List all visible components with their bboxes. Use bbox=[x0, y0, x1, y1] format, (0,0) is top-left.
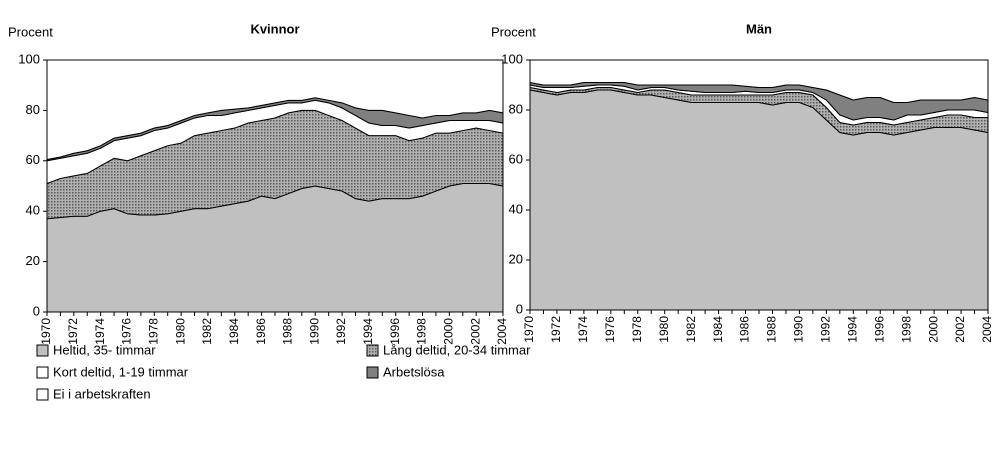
x-tick-label: 1986 bbox=[254, 318, 268, 345]
legend-label: Ei i arbetskraften bbox=[53, 386, 151, 401]
x-tick-label: 1982 bbox=[684, 316, 698, 343]
y-tick-label: 80 bbox=[26, 102, 40, 117]
x-tick-label: 1984 bbox=[711, 316, 725, 343]
y-tick-label: 100 bbox=[18, 51, 40, 66]
x-tick-label: 1970 bbox=[39, 318, 53, 345]
x-tick-label: 1972 bbox=[549, 316, 563, 343]
x-tick-label: 1998 bbox=[899, 316, 913, 343]
y-axis-label: Procent bbox=[491, 24, 536, 39]
y-tick-label: 40 bbox=[509, 201, 523, 216]
x-tick-label: 1998 bbox=[415, 318, 429, 345]
x-tick-label: 2002 bbox=[953, 316, 967, 343]
y-tick-label: 20 bbox=[509, 251, 523, 266]
x-tick-label: 1992 bbox=[819, 316, 833, 343]
x-tick-label: 1990 bbox=[307, 318, 321, 345]
x-tick-label: 1976 bbox=[120, 318, 134, 345]
y-tick-label: 60 bbox=[509, 151, 523, 166]
y-tick-label: 0 bbox=[33, 303, 40, 318]
legend-label: Arbetslösa bbox=[383, 364, 445, 379]
y-tick-label: 40 bbox=[26, 203, 40, 218]
legend-swatch bbox=[36, 344, 49, 357]
x-tick-label: 1986 bbox=[738, 316, 752, 343]
x-tick-label: 1974 bbox=[576, 316, 590, 343]
legend-swatch bbox=[36, 366, 49, 379]
x-tick-label: 2000 bbox=[442, 318, 456, 345]
y-tick-label: 80 bbox=[509, 101, 523, 116]
chart-title: Kvinnor bbox=[250, 21, 299, 36]
x-tick-label: 1974 bbox=[93, 318, 107, 345]
x-tick-label: 1992 bbox=[334, 318, 348, 345]
legend-label: Heltid, 35- timmar bbox=[53, 342, 156, 357]
x-tick-label: 1994 bbox=[361, 318, 375, 345]
x-tick-label: 1972 bbox=[66, 318, 80, 345]
x-tick-label: 1996 bbox=[872, 316, 886, 343]
y-tick-label: 0 bbox=[516, 301, 523, 316]
x-tick-label: 1970 bbox=[522, 316, 536, 343]
x-tick-label: 2004 bbox=[495, 318, 509, 345]
x-tick-label: 1980 bbox=[173, 318, 187, 345]
x-tick-label: 1980 bbox=[657, 316, 671, 343]
y-axis-label: Procent bbox=[8, 24, 53, 39]
legend-swatch bbox=[36, 388, 49, 401]
x-tick-label: 1984 bbox=[227, 318, 241, 345]
x-tick-label: 1994 bbox=[845, 316, 859, 343]
x-tick-label: 1976 bbox=[603, 316, 617, 343]
x-tick-label: 1982 bbox=[200, 318, 214, 345]
x-tick-label: 2004 bbox=[980, 316, 994, 343]
x-tick-label: 1978 bbox=[630, 316, 644, 343]
x-tick-label: 1996 bbox=[388, 318, 402, 345]
legend-swatch bbox=[366, 366, 379, 379]
legend-label: Lång deltid, 20-34 timmar bbox=[383, 342, 531, 357]
y-tick-label: 60 bbox=[26, 152, 40, 167]
y-tick-label: 20 bbox=[26, 253, 40, 268]
x-tick-label: 2000 bbox=[926, 316, 940, 343]
x-tick-label: 1990 bbox=[792, 316, 806, 343]
legend: Heltid, 35- timmar Lång deltid, 20-34 ti… bbox=[36, 342, 531, 401]
x-tick-label: 1988 bbox=[281, 318, 295, 345]
y-tick-label: 100 bbox=[501, 51, 523, 66]
x-tick-label: 2002 bbox=[468, 318, 482, 345]
chart-title: Män bbox=[746, 21, 772, 36]
x-tick-label: 1988 bbox=[765, 316, 779, 343]
legend-label: Kort deltid, 1-19 timmar bbox=[53, 364, 189, 379]
legend-swatch bbox=[366, 344, 379, 357]
x-tick-label: 1978 bbox=[146, 318, 160, 345]
